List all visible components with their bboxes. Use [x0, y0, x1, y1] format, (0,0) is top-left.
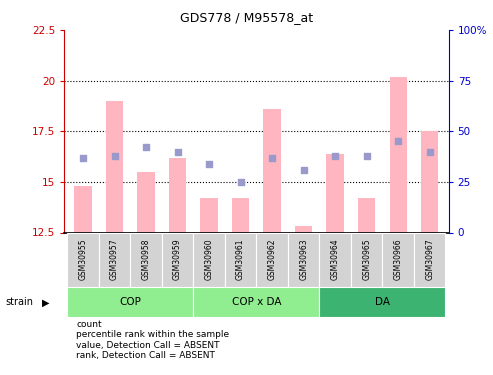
Text: DA: DA: [375, 297, 390, 307]
Text: GSM30964: GSM30964: [331, 239, 340, 280]
Bar: [106, 101, 123, 232]
Bar: [288, 232, 319, 287]
Text: ▶: ▶: [42, 298, 49, 307]
Point: [205, 160, 213, 166]
Point: [331, 153, 339, 159]
Text: GSM30959: GSM30959: [173, 239, 182, 280]
Text: GSM30967: GSM30967: [425, 239, 434, 280]
Bar: [67, 287, 193, 317]
Bar: [169, 158, 186, 232]
Point: [300, 167, 308, 173]
Point: [110, 153, 118, 159]
Point: [174, 148, 181, 154]
Point: [79, 154, 87, 160]
Point: [394, 138, 402, 144]
Bar: [67, 232, 99, 287]
Bar: [358, 198, 375, 232]
Text: GSM30960: GSM30960: [205, 239, 213, 280]
Text: value, Detection Call = ABSENT: value, Detection Call = ABSENT: [76, 341, 220, 350]
Bar: [162, 232, 193, 287]
Point: [237, 179, 245, 185]
Point: [363, 153, 371, 159]
Bar: [319, 232, 351, 287]
Bar: [421, 131, 438, 232]
Text: count: count: [76, 320, 102, 329]
Bar: [138, 172, 155, 232]
Bar: [414, 232, 446, 287]
Text: percentile rank within the sample: percentile rank within the sample: [76, 330, 230, 339]
Point: [268, 154, 276, 160]
Text: GSM30962: GSM30962: [268, 239, 277, 280]
Text: GDS778 / M95578_at: GDS778 / M95578_at: [180, 11, 313, 24]
Text: GSM30955: GSM30955: [78, 239, 87, 280]
Bar: [389, 76, 407, 232]
Bar: [193, 287, 319, 317]
Bar: [319, 287, 446, 317]
Point: [142, 144, 150, 150]
Text: GSM30966: GSM30966: [394, 239, 403, 280]
Text: COP: COP: [119, 297, 141, 307]
Text: rank, Detection Call = ABSENT: rank, Detection Call = ABSENT: [76, 351, 215, 360]
Bar: [74, 186, 92, 232]
Bar: [225, 232, 256, 287]
Bar: [263, 109, 281, 232]
Bar: [99, 232, 130, 287]
Bar: [232, 198, 249, 232]
Text: GSM30963: GSM30963: [299, 239, 308, 280]
Text: GSM30958: GSM30958: [141, 239, 150, 280]
Bar: [383, 232, 414, 287]
Bar: [201, 198, 218, 232]
Text: strain: strain: [5, 297, 33, 307]
Bar: [130, 232, 162, 287]
Bar: [351, 232, 383, 287]
Bar: [326, 153, 344, 232]
Bar: [256, 232, 288, 287]
Text: GSM30965: GSM30965: [362, 239, 371, 280]
Text: COP x DA: COP x DA: [232, 297, 281, 307]
Bar: [295, 226, 312, 232]
Point: [426, 148, 434, 154]
Text: GSM30957: GSM30957: [110, 239, 119, 280]
Text: GSM30961: GSM30961: [236, 239, 245, 280]
Bar: [193, 232, 225, 287]
